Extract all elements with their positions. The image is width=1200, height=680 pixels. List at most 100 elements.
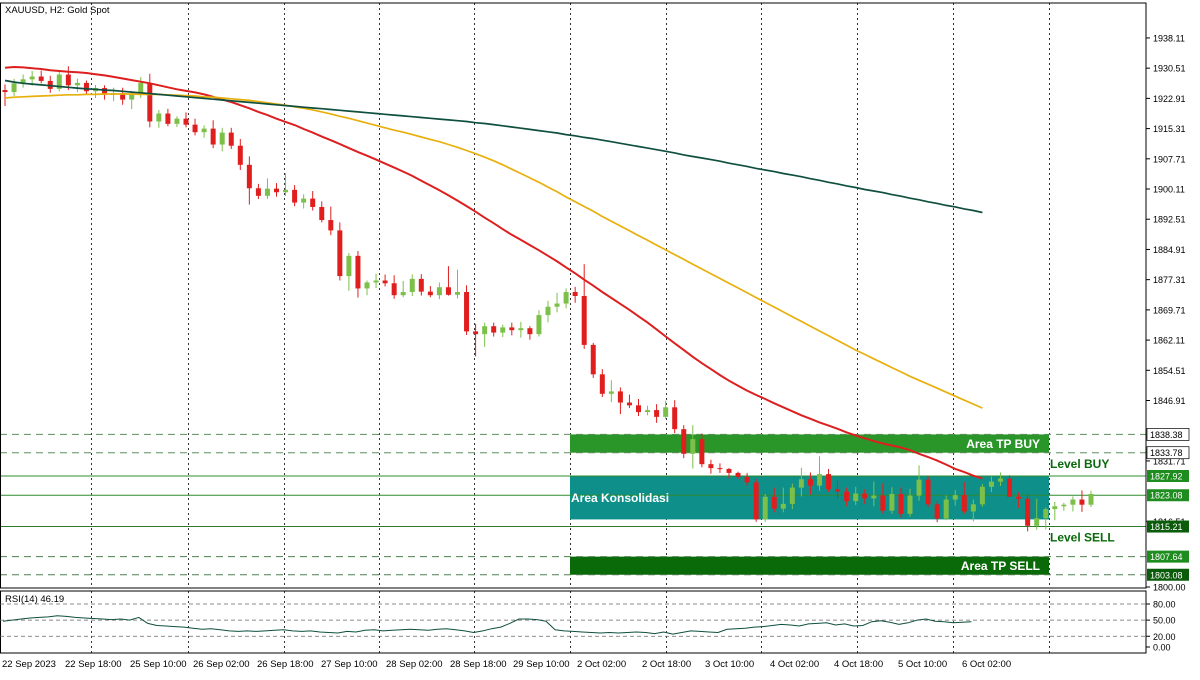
bear-candle-body bbox=[473, 331, 479, 335]
level-label: Level SELL bbox=[1050, 530, 1115, 544]
bear-candle-body bbox=[183, 118, 189, 125]
bull-candle-body bbox=[74, 82, 80, 86]
zone-rect bbox=[570, 434, 1049, 453]
bull-candle-body bbox=[943, 499, 949, 519]
bull-candle-body bbox=[608, 391, 614, 394]
bear-candle-body bbox=[708, 464, 714, 469]
bull-candle-body bbox=[536, 315, 542, 335]
bull-candle-body bbox=[346, 255, 352, 277]
x-axis-tick-label: 22 Sep 18:00 bbox=[65, 659, 122, 670]
price-label-text: 1807.64 bbox=[1150, 552, 1183, 562]
axis-layer: 22 Sep 2023 22 Sep 18:00 25 Sep 10:00 26 Se… bbox=[0, 2, 1190, 670]
price-tick-label: 1922.91 bbox=[1153, 94, 1186, 104]
price-tick-label: 1884.91 bbox=[1153, 245, 1186, 255]
bear-candle-body bbox=[753, 482, 759, 520]
bull-candle-body bbox=[789, 487, 795, 504]
bull-candle-body bbox=[1043, 509, 1049, 519]
bull-candle-body bbox=[138, 82, 144, 95]
price-tick-label: 1877.31 bbox=[1153, 275, 1186, 285]
bull-candle-body bbox=[916, 479, 922, 496]
bear-candle-body bbox=[509, 327, 515, 331]
bull-candle-body bbox=[645, 410, 651, 413]
bear-candle-body bbox=[427, 291, 433, 296]
rsi-tick-label: 80.00 bbox=[1153, 600, 1176, 610]
bull-candle-body bbox=[20, 79, 26, 84]
price-label-box bbox=[1147, 520, 1189, 533]
bear-candle-body bbox=[65, 74, 71, 86]
bear-candle-body bbox=[961, 495, 967, 512]
bear-candle-body bbox=[1025, 498, 1031, 526]
bear-candle-body bbox=[626, 402, 632, 406]
bear-candle-body bbox=[355, 255, 361, 289]
bull-candle-body bbox=[500, 327, 506, 333]
bear-candle-body bbox=[681, 429, 687, 454]
bear-candle-body bbox=[527, 328, 533, 335]
rsi-layer: 80.00 50.00 20.000.00 bbox=[0, 600, 1176, 653]
bull-candle-body bbox=[264, 188, 270, 196]
bull-candle-body bbox=[970, 504, 976, 512]
bear-candle-body bbox=[120, 93, 126, 100]
bear-candle-body bbox=[636, 405, 641, 413]
zone-label: Area Konsolidasi bbox=[571, 491, 669, 505]
bear-candle-body bbox=[835, 489, 841, 492]
x-axis-tick-label: 25 Sep 10:00 bbox=[130, 659, 187, 670]
x-axis-tick-label: 26 Sep 02:00 bbox=[193, 659, 250, 670]
bear-candle-body bbox=[672, 407, 678, 430]
bear-candle-body bbox=[844, 491, 850, 502]
price-label-text: 1838.38 bbox=[1150, 430, 1183, 440]
bull-candle-body bbox=[1052, 506, 1058, 510]
price-label-box bbox=[1147, 550, 1189, 563]
bull-candle-body bbox=[174, 118, 180, 124]
bear-candle-body bbox=[617, 391, 623, 403]
price-tick-label: 1869.71 bbox=[1153, 305, 1186, 315]
bull-candle-body bbox=[798, 479, 804, 488]
rsi-pane-frame bbox=[0, 590, 1147, 654]
bull-candle-body bbox=[979, 486, 985, 505]
bear-candle-body bbox=[83, 82, 89, 92]
bear-candle-body bbox=[418, 278, 424, 292]
bull-candle-body bbox=[482, 326, 488, 335]
price-label-text: 1827.92 bbox=[1150, 472, 1183, 482]
bear-candle-body bbox=[102, 88, 108, 95]
bear-candle-body bbox=[654, 410, 660, 417]
bull-candle-body bbox=[952, 495, 958, 500]
bull-candle-body bbox=[11, 83, 17, 93]
rsi-tick-label: 0.00 bbox=[1153, 643, 1171, 653]
bull-candle-body bbox=[373, 280, 379, 283]
bear-candle-body bbox=[246, 164, 252, 189]
bull-candle-body bbox=[400, 292, 406, 296]
bear-candle-body bbox=[210, 128, 216, 145]
x-axis-tick-label: 26 Sep 18:00 bbox=[257, 659, 314, 670]
x-axis-tick-label: 5 Oct 10:00 bbox=[898, 659, 947, 670]
bull-candle-body bbox=[1070, 499, 1076, 505]
bear-candle-body bbox=[1016, 496, 1022, 499]
bull-candle-body bbox=[29, 76, 35, 80]
bear-candle-body bbox=[445, 287, 451, 295]
moving-average-line bbox=[4, 79, 983, 214]
bear-candle-body bbox=[337, 230, 343, 277]
x-axis-tick-label: 2 Oct 18:00 bbox=[642, 659, 691, 670]
price-tick-label: 1892.51 bbox=[1153, 215, 1186, 225]
x-axis-tick-label: 6 Oct 02:00 bbox=[962, 659, 1011, 670]
bear-candle-body bbox=[319, 206, 325, 221]
price-tick-label: 1938.11 bbox=[1153, 33, 1185, 43]
price-tick-label: 1846.91 bbox=[1153, 396, 1186, 406]
price-tick-label: 1907.71 bbox=[1153, 154, 1186, 164]
bull-candle-body bbox=[554, 303, 560, 307]
bull-candle-body bbox=[201, 128, 207, 133]
bear-candle-body bbox=[699, 439, 705, 465]
bear-candle-body bbox=[237, 145, 243, 165]
price-label-text: 1833.78 bbox=[1150, 448, 1183, 458]
moving-average-line bbox=[4, 65, 983, 480]
bear-candle-body bbox=[382, 280, 388, 284]
price-pane-frame bbox=[0, 2, 1147, 589]
bear-candle-body bbox=[192, 124, 198, 133]
x-axis-tick-label: 27 Sep 10:00 bbox=[321, 659, 378, 670]
bear-candle-body bbox=[771, 496, 777, 509]
bull-candle-body bbox=[56, 74, 62, 89]
bear-candle-body bbox=[328, 220, 334, 231]
price-label-text: 1815.21 bbox=[1150, 522, 1183, 532]
chart-title: XAUUSD, H2: Gold Spot bbox=[5, 5, 110, 16]
x-axis-tick-label: 4 Oct 02:00 bbox=[770, 659, 819, 670]
